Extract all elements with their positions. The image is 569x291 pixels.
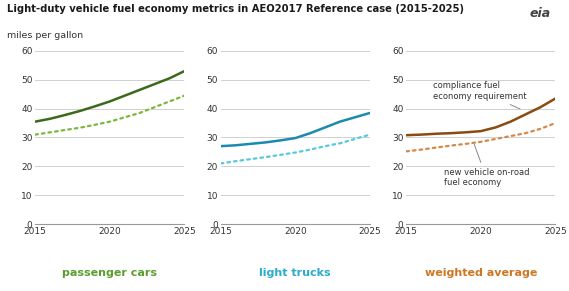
Text: Light-duty vehicle fuel economy metrics in AEO2017 Reference case (2015-2025): Light-duty vehicle fuel economy metrics … xyxy=(7,4,464,14)
Text: compliance fuel
economy requirement: compliance fuel economy requirement xyxy=(433,81,527,109)
Text: passenger cars: passenger cars xyxy=(63,268,157,278)
Text: miles per gallon: miles per gallon xyxy=(7,31,83,40)
Text: eia: eia xyxy=(530,7,551,20)
Text: light trucks: light trucks xyxy=(259,268,331,278)
Text: weighted average: weighted average xyxy=(424,268,537,278)
Text: new vehicle on-road
fuel economy: new vehicle on-road fuel economy xyxy=(444,144,529,187)
